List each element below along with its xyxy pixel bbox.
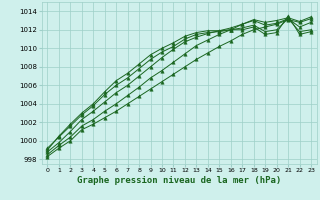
X-axis label: Graphe pression niveau de la mer (hPa): Graphe pression niveau de la mer (hPa) [77,176,281,185]
